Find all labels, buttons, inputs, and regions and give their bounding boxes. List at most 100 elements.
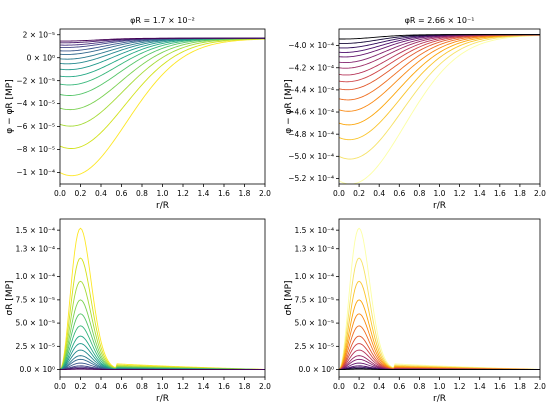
x-tick-label: 1.2: [454, 189, 466, 198]
x-tick-label: 1.6: [494, 189, 506, 198]
x-tick-label: 1.6: [218, 189, 230, 198]
x-tick-label: 1.0: [157, 382, 169, 391]
y-tick-label: −5.0 × 10⁻⁴: [288, 152, 334, 161]
curve-group: [60, 37, 265, 177]
y-tick-label: 1.0 × 10⁻⁴: [16, 272, 56, 281]
x-tick-label: 1.6: [494, 382, 506, 391]
y-axis-label: σR [MP]: [284, 280, 294, 315]
y-tick-label: 0.0 × 10⁰: [298, 365, 334, 374]
x-tick-label: 1.4: [198, 189, 210, 198]
y-axis-label: φ − φR [MP]: [5, 79, 15, 133]
y-tick-label: 0.0 × 10⁰: [19, 365, 55, 374]
x-tick-label: 0.4: [373, 382, 385, 391]
y-axis-label: σR [MP]: [5, 280, 15, 315]
subplot-bottom-right: 0.0 0.2 0.4 0.6 0.8 1.0 1.2 1.4 1.6 1.8 2.0 0.0 × 1…: [284, 218, 546, 404]
y-tick-label: 5.0 × 10⁻⁵: [295, 319, 335, 328]
x-tick-label: 1.4: [198, 382, 210, 391]
curve-group: [339, 34, 540, 184]
subplot-top-left: 0.0 0.2 0.4 0.6 0.8 1.0 1.2 1.4 1.6 1.8 2.0 −1 × 10…: [5, 16, 271, 211]
x-axis-label: r/R: [433, 201, 446, 211]
y-tick-label: 7.5 × 10⁻⁵: [295, 295, 335, 304]
series-line: [339, 34, 540, 112]
y-tick-label: 2.5 × 10⁻⁵: [16, 342, 56, 351]
x-tick-label: 0.8: [136, 382, 148, 391]
x-tick-label: 1.6: [218, 382, 230, 391]
x-axis-label: r/R: [156, 201, 169, 211]
y-tick-label: 1.5 × 10⁻⁴: [16, 226, 56, 235]
x-tick-label: 1.2: [177, 382, 189, 391]
x-tick-label: 2.0: [534, 189, 546, 198]
x-tick-label: 0.4: [95, 382, 107, 391]
series-line: [339, 34, 540, 160]
chart-title: φR = 2.66 × 10⁻¹: [405, 16, 475, 25]
series-line: [60, 38, 265, 149]
x-tick-label: 0.6: [393, 189, 405, 198]
y-tick-label: 0 × 10⁰: [27, 53, 55, 62]
x-tick-label: 0.0: [333, 382, 345, 391]
subplot-top-right: 0.0 0.2 0.4 0.6 0.8 1.0 1.2 1.4 1.6 1.8 2.0 −5.2 × …: [284, 16, 546, 211]
x-tick-label: 2.0: [259, 382, 271, 391]
series-line: [339, 34, 540, 91]
series-line: [60, 38, 265, 96]
x-tick-label: 0.0: [54, 189, 66, 198]
x-tick-label: 1.8: [239, 382, 251, 391]
y-tick-label: 1.5 × 10⁻⁴: [295, 226, 335, 235]
x-tick-label: 1.0: [157, 189, 169, 198]
x-tick-label: 1.4: [474, 382, 486, 391]
x-tick-label: 2.0: [259, 189, 271, 198]
y-tick-label: 1.0 × 10⁻⁴: [295, 272, 335, 281]
series-line: [60, 38, 265, 177]
y-tick-label: −6 × 10⁻⁵: [16, 122, 55, 131]
series-line: [339, 34, 540, 40]
x-tick-label: 2.0: [534, 382, 546, 391]
x-axis-label: r/R: [156, 394, 169, 404]
y-tick-label: −1 × 10⁻⁴: [16, 168, 55, 177]
x-tick-label: 1.0: [434, 382, 446, 391]
x-tick-label: 0.8: [413, 189, 425, 198]
x-tick-label: 0.0: [54, 382, 66, 391]
y-axis-label: φ − φR [MP]: [284, 79, 294, 133]
x-tick-label: 0.2: [353, 189, 365, 198]
curve-group: [60, 227, 265, 371]
series-line: [60, 37, 265, 42]
y-tick-label: 2 × 10⁻⁵: [23, 30, 55, 39]
x-tick-label: 0.8: [413, 382, 425, 391]
y-tick-label: 1.3 × 10⁻⁴: [16, 244, 56, 253]
y-tick-label: −4.6 × 10⁻⁴: [288, 108, 334, 117]
series-line: [339, 35, 540, 184]
y-tick-label: −4.2 × 10⁻⁴: [288, 63, 334, 72]
x-tick-label: 1.8: [514, 189, 526, 198]
x-tick-label: 1.0: [434, 189, 446, 198]
y-tick-label: 1.3 × 10⁻⁴: [295, 244, 335, 253]
x-tick-label: 1.2: [177, 189, 189, 198]
x-tick-label: 0.4: [95, 189, 107, 198]
subplot-bottom-left: 0.0 0.2 0.4 0.6 0.8 1.0 1.2 1.4 1.6 1.8 2.0 0.0 × 1…: [5, 218, 271, 404]
x-axis-label: r/R: [433, 394, 446, 404]
y-tick-label: −4 × 10⁻⁵: [16, 99, 55, 108]
x-tick-label: 0.6: [116, 189, 128, 198]
y-tick-label: −5.2 × 10⁻⁴: [288, 174, 334, 183]
x-tick-label: 0.4: [373, 189, 385, 198]
x-tick-label: 1.2: [454, 382, 466, 391]
x-tick-label: 1.8: [239, 189, 251, 198]
y-tick-label: 7.5 × 10⁻⁵: [16, 295, 56, 304]
y-tick-label: −4.4 × 10⁻⁴: [288, 85, 334, 94]
y-tick-label: −4.8 × 10⁻⁴: [288, 130, 334, 139]
x-tick-label: 1.4: [474, 189, 486, 198]
x-tick-label: 1.8: [514, 382, 526, 391]
x-tick-label: 0.2: [75, 382, 87, 391]
x-tick-label: 0.2: [353, 382, 365, 391]
y-tick-label: −8 × 10⁻⁵: [16, 145, 55, 154]
curve-group: [339, 227, 540, 371]
y-tick-label: 2.5 × 10⁻⁵: [295, 342, 335, 351]
x-tick-label: 0.6: [116, 382, 128, 391]
x-tick-label: 0.2: [75, 189, 87, 198]
chart-title: φR = 1.7 × 10⁻²: [130, 16, 195, 25]
y-tick-label: −4.0 × 10⁻⁴: [288, 41, 334, 50]
y-tick-label: −2 × 10⁻⁵: [16, 76, 55, 85]
series-line: [339, 34, 540, 141]
x-tick-label: 0.6: [393, 382, 405, 391]
y-tick-label: 5.0 × 10⁻⁵: [16, 319, 56, 328]
x-tick-label: 0.0: [333, 189, 345, 198]
